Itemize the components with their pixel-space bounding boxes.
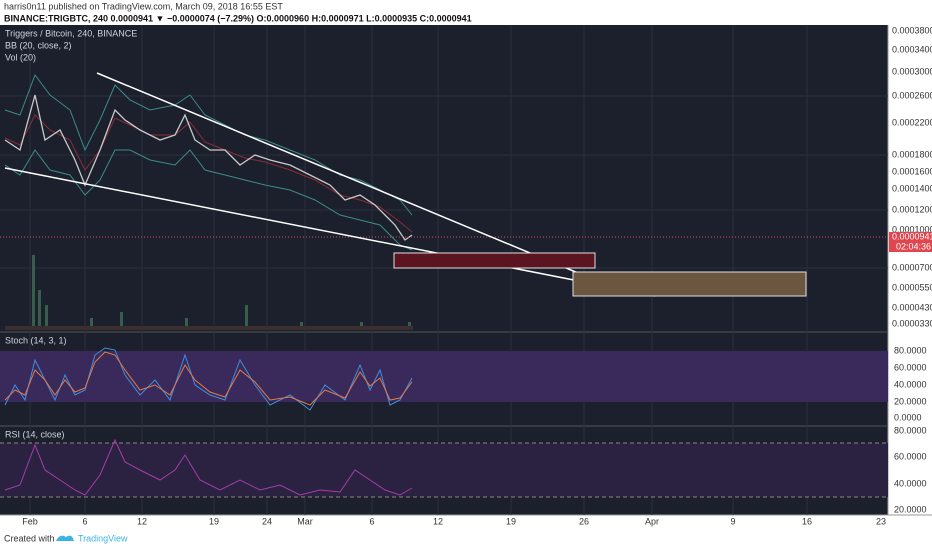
stoch-label: 40.0000	[894, 379, 927, 389]
volume-base	[5, 326, 413, 330]
rsi-label: 40.0000	[894, 478, 927, 488]
time-label: 12	[137, 516, 147, 526]
stoch-label: 60.0000	[894, 362, 927, 372]
price-label: 0.0003800	[892, 25, 932, 35]
author-line: harris0n11 published on TradingView.com,…	[4, 1, 283, 11]
footer-brand: TradingView	[78, 533, 128, 543]
last-price-tag	[889, 232, 932, 242]
rsi-label: 60.0000	[894, 451, 927, 461]
rsi-label: 80.0000	[894, 425, 927, 435]
grid	[0, 25, 888, 515]
price-label: 0.0000550	[892, 282, 932, 292]
zone-orange	[572, 271, 807, 297]
zone-red	[393, 252, 596, 269]
price-axis-bg	[888, 25, 932, 515]
countdown-tag	[889, 242, 932, 252]
footer-created: Created with	[4, 533, 55, 543]
stoch-label: 20.0000	[894, 396, 927, 406]
pane-legend: BB (20, close, 2)	[5, 40, 72, 50]
last-price: 0.0000941	[892, 231, 932, 241]
pane-legend: Vol (20)	[5, 52, 36, 62]
time-label: 16	[802, 516, 812, 526]
price-label: 0.0000330	[892, 318, 932, 328]
stoch-d	[4, 351, 413, 406]
countdown: 02:04:36	[896, 241, 931, 251]
price-label: 0.0001400	[892, 183, 932, 193]
price-label: 0.0002600	[892, 90, 932, 100]
price-label: 0.0000430	[892, 302, 932, 312]
tv-logo	[56, 535, 74, 541]
trendline-lower	[4, 167, 656, 297]
price-label: 0.0001000	[892, 224, 932, 234]
price-label: 0.0001200	[892, 204, 932, 214]
time-label: 24	[262, 516, 272, 526]
pane-legend: RSI (14, close)	[5, 429, 65, 439]
time-label: 19	[209, 516, 219, 526]
time-label: 12	[433, 516, 443, 526]
time-label: 6	[369, 516, 374, 526]
price-trace	[4, 94, 413, 241]
time-label: 26	[579, 516, 589, 526]
time-label: 19	[506, 516, 516, 526]
time-label: Mar	[297, 516, 313, 526]
symbol-line: BINANCE:TRIGBTC, 240 0.0000941 ▼ −0.0000…	[4, 13, 472, 23]
stoch-band	[0, 351, 888, 402]
rsi-band	[0, 443, 888, 497]
time-label: 6	[82, 516, 87, 526]
price-label: 0.0000700	[892, 262, 932, 272]
stoch-k	[4, 347, 413, 411]
rsi-line	[4, 438, 413, 496]
rsi-label: 20.0000	[894, 504, 927, 514]
trendline-upper	[96, 72, 608, 286]
price-label: 0.0001800	[892, 149, 932, 159]
stoch-label: 0.0000	[894, 412, 922, 422]
bb-lower	[4, 149, 413, 251]
price-label: 0.0003000	[892, 66, 932, 76]
price-label: 0.0003400	[892, 44, 932, 54]
price-label: 0.0002200	[892, 117, 932, 127]
stoch-label: 80.0000	[894, 345, 927, 355]
time-label: 23	[876, 516, 886, 526]
time-label: Feb	[22, 516, 38, 526]
pane-legend: Triggers / Bitcoin, 240, BINANCE	[5, 28, 137, 38]
chart-bg	[0, 25, 888, 515]
price-label: 0.0001600	[892, 166, 932, 176]
time-label: 9	[730, 516, 735, 526]
pane-legend: Stoch (14, 3, 1)	[5, 335, 67, 345]
time-label: Apr	[645, 516, 659, 526]
